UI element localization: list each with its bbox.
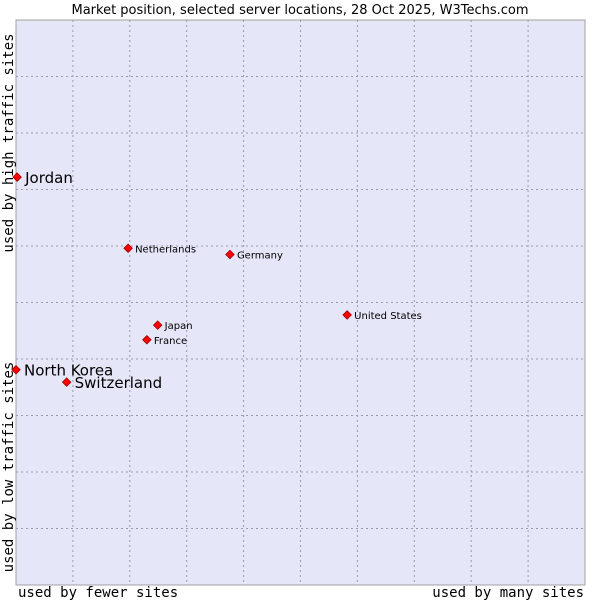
x-axis-label-right: used by many sites xyxy=(432,585,584,600)
point-label-france: France xyxy=(154,336,187,347)
point-label-jordan: Jordan xyxy=(24,169,73,187)
point-label-japan: Japan xyxy=(164,321,193,332)
x-axis-label-left: used by fewer sites xyxy=(18,585,178,600)
point-marker-switzerland xyxy=(61,377,72,387)
point-label-switzerland: Switzerland xyxy=(75,374,162,392)
chart-title: Market position, selected server locatio… xyxy=(71,3,528,18)
point-marker-netherlands xyxy=(123,243,133,254)
point-marker-japan xyxy=(152,320,163,330)
point-marker-jordan xyxy=(12,172,22,182)
point-marker-united-states xyxy=(342,310,352,320)
grid-lines xyxy=(16,20,585,585)
point-label-netherlands: Netherlands xyxy=(135,244,196,255)
point-marker-north-korea xyxy=(11,364,21,375)
y-axis-label-bottom: used by low traffic sites xyxy=(1,362,17,573)
data-points: Jordan Netherlands Germany United States Jap… xyxy=(11,169,422,392)
point-marker-germany xyxy=(225,249,235,260)
y-axis-label-top: used by high traffic sites xyxy=(1,33,17,252)
point-label-germany: Germany xyxy=(237,250,283,261)
point-label-north-korea: North Korea xyxy=(24,362,113,380)
point-label-united-states: United States xyxy=(354,311,422,322)
point-marker-france xyxy=(142,335,152,345)
